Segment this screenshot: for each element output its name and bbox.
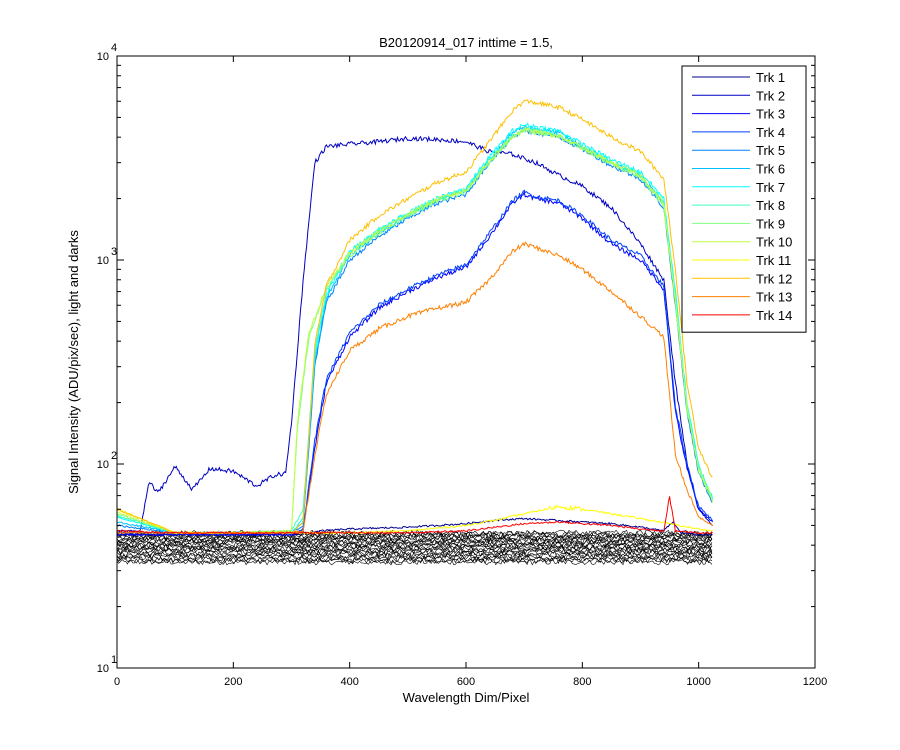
legend-label: Trk 8 bbox=[756, 198, 785, 213]
legend-label: Trk 7 bbox=[756, 180, 785, 195]
series-line-trk-2 bbox=[116, 135, 713, 533]
dark-trace bbox=[116, 551, 713, 558]
legend-label: Trk 2 bbox=[756, 88, 785, 103]
x-tick-label: 1200 bbox=[803, 676, 827, 688]
y-tick-label: 10 bbox=[97, 51, 109, 63]
series-line-trk-3 bbox=[116, 190, 714, 537]
series-traces bbox=[116, 99, 714, 537]
y-tick-exponent: 4 bbox=[111, 42, 117, 54]
y-tick-exponent: 3 bbox=[111, 246, 117, 258]
legend-label: Trk 6 bbox=[756, 162, 785, 177]
dark-trace bbox=[116, 552, 713, 560]
dark-traces bbox=[116, 529, 713, 566]
chart-title: B20120914_017 inttime = 1.5, bbox=[379, 35, 553, 50]
x-tick-label: 1000 bbox=[686, 676, 710, 688]
legend-label: Trk 1 bbox=[756, 70, 785, 85]
x-axis-label: Wavelength Dim/Pixel bbox=[403, 690, 530, 705]
x-tick-label: 0 bbox=[114, 676, 120, 688]
y-tick-label: 10 bbox=[97, 459, 109, 471]
legend-label: Trk 13 bbox=[756, 290, 792, 305]
y-axis-label: Signal Intensity (ADU/pix/sec), light an… bbox=[66, 230, 81, 494]
legend-box bbox=[681, 65, 807, 333]
y-tick-label: 10 bbox=[97, 663, 109, 675]
x-tick-label: 600 bbox=[457, 676, 475, 688]
y-tick-exponent: 2 bbox=[111, 450, 117, 462]
dark-trace bbox=[116, 549, 713, 557]
dark-trace bbox=[116, 535, 713, 543]
series-line-trk-14 bbox=[116, 496, 713, 535]
y-tick-label: 10 bbox=[97, 255, 109, 267]
legend-label: Trk 10 bbox=[756, 235, 792, 250]
y-tick-exponent: 1 bbox=[111, 654, 117, 666]
dark-trace bbox=[116, 547, 713, 555]
dark-trace bbox=[116, 540, 713, 548]
legend-label: Trk 12 bbox=[756, 271, 792, 286]
legend-label: Trk 5 bbox=[756, 143, 785, 158]
x-tick-label: 800 bbox=[573, 676, 591, 688]
legend-label: Trk 9 bbox=[756, 216, 785, 231]
legend-label: Trk 4 bbox=[756, 125, 785, 140]
legend-label: Trk 14 bbox=[756, 308, 792, 323]
x-tick-label: 200 bbox=[224, 676, 242, 688]
legend: Trk 1 Trk 2 Trk 3 Trk 4 Trk 5 Trk 6 Trk 7 Trk 8… bbox=[681, 65, 807, 333]
legend-label: Trk 3 bbox=[756, 107, 785, 122]
dark-trace bbox=[116, 530, 713, 538]
series-line-trk-12 bbox=[116, 99, 713, 535]
legend-label: Trk 11 bbox=[756, 253, 791, 268]
x-tick-label: 400 bbox=[340, 676, 358, 688]
